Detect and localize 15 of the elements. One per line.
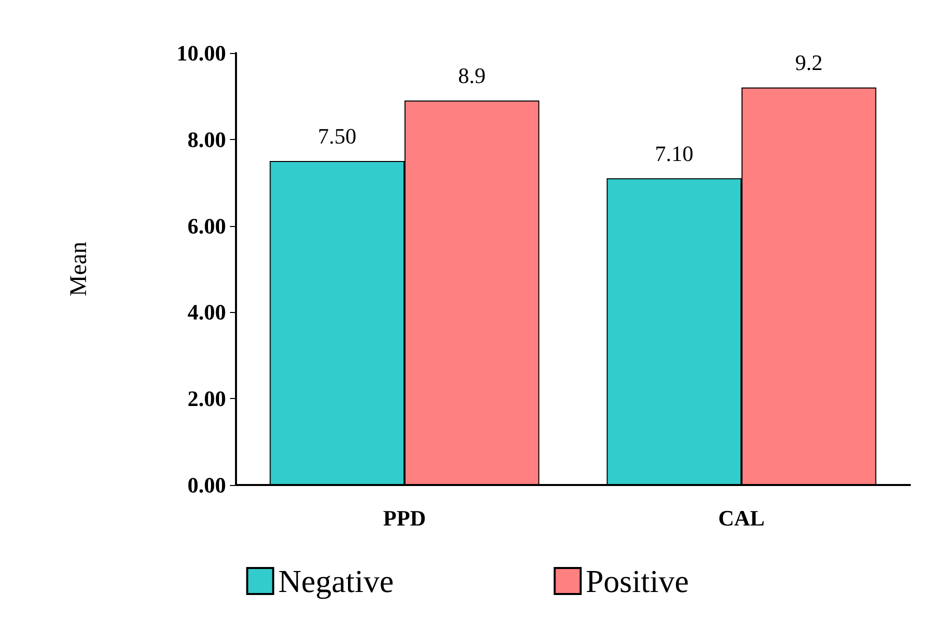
data-label: 7.50: [318, 124, 356, 148]
y-tick-label: 2.00: [188, 386, 226, 412]
y-tick-label: 10.00: [176, 40, 226, 66]
y-axis-title: Mean: [66, 242, 92, 296]
data-label: 9.2: [795, 50, 823, 76]
y-tick-label: 0.00: [188, 472, 226, 498]
x-tick-label: CAL: [718, 506, 765, 530]
legend-label: Negative: [278, 563, 394, 599]
y-tick-label: 6.00: [188, 213, 226, 238]
data-label: 7.10: [654, 140, 694, 166]
y-tick-label: 4.00: [188, 300, 226, 325]
y-tick-label: 8.00: [188, 126, 226, 152]
x-tick-label: PPD: [383, 506, 426, 530]
legend-label: Positive: [586, 563, 689, 599]
data-label: 8.9: [458, 63, 486, 88]
